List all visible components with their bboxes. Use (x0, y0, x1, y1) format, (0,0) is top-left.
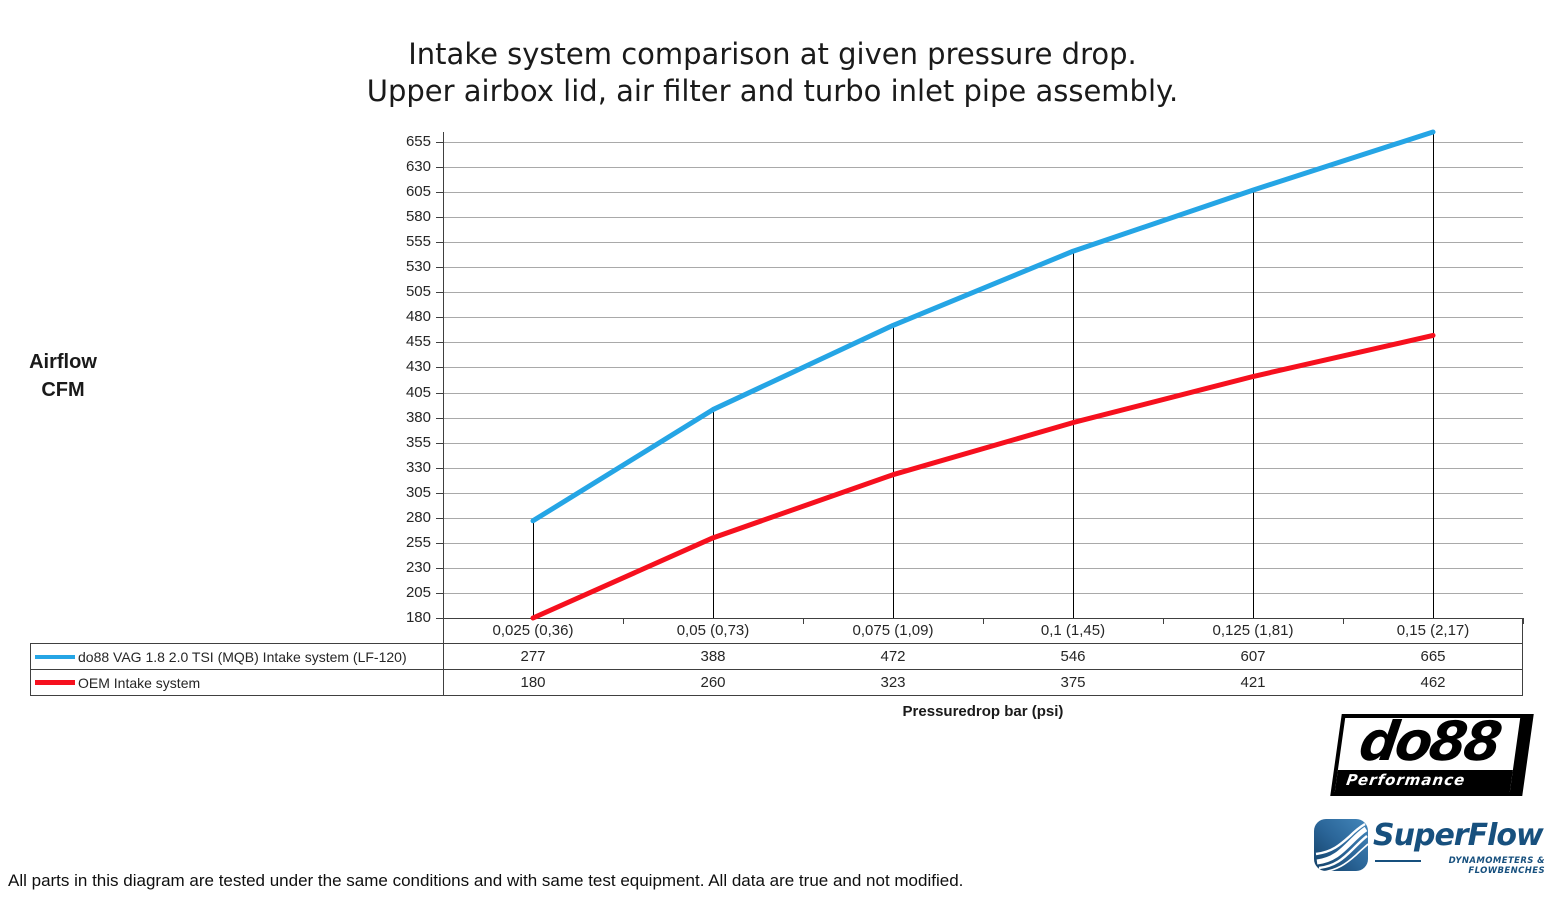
y-tick-label: 205 (405, 584, 431, 601)
x-category-label: 0,1 (1,45) (1040, 622, 1106, 639)
table-cell: 388 (700, 648, 726, 665)
legend-row-do88: do88 VAG 1.8 2.0 TSI (MQB) Intake system… (31, 644, 442, 669)
table-cell: 462 (1420, 674, 1446, 691)
table-cell: 180 (520, 674, 546, 691)
y-tick-label: 255 (405, 534, 431, 551)
y-tick-label: 230 (405, 559, 431, 576)
y-tick-label: 355 (405, 434, 431, 451)
table-cell: 277 (520, 648, 546, 665)
x-category-label: 0,15 (2,17) (1396, 622, 1470, 639)
table-border-top (30, 643, 1523, 644)
superflow-tagline: DYNAMOMETERS & FLOWBENCHES (1448, 856, 1545, 876)
x-category-label: 0,025 (0,36) (492, 622, 574, 639)
table-border-bottom (30, 695, 1523, 696)
table-cell: 607 (1240, 648, 1266, 665)
y-tick-label: 330 (405, 459, 431, 476)
y-axis-title: Airflow CFM (2, 348, 124, 404)
do88-logo: do88 Performance (1330, 710, 1534, 796)
chart-title-line2: Upper airbox lid, air filter and turbo i… (366, 74, 1179, 108)
y-tick-label: 605 (405, 183, 431, 200)
y-tick-label: 580 (405, 208, 431, 225)
series-line-oem (530, 332, 1436, 621)
series-line-do88 (530, 129, 1436, 524)
y-tick-label: 180 (405, 609, 431, 626)
legend-key-oem (35, 680, 75, 685)
legend-label: OEM Intake system (78, 674, 201, 691)
do88-logo-tagline: Performance (1345, 771, 1467, 789)
table-border-left (30, 643, 31, 696)
table-cell: 546 (1060, 648, 1086, 665)
table-border-right (1522, 618, 1523, 696)
table-border-mid (30, 669, 1523, 670)
table-cell: 375 (1060, 674, 1086, 691)
chart-title: Intake system comparison at given pressu… (0, 36, 1545, 110)
y-tick-label: 630 (405, 158, 431, 175)
table-cell: 665 (1420, 648, 1446, 665)
table-cell: 260 (700, 674, 726, 691)
superflow-wordmark: SuperFlow (1373, 818, 1544, 853)
y-tick-label: 280 (405, 509, 431, 526)
superflow-tile-icon (1314, 819, 1369, 873)
y-tick-label: 655 (405, 133, 431, 150)
legend-key-do88 (35, 654, 75, 659)
y-tick-label: 405 (405, 384, 431, 401)
table-cell: 323 (880, 674, 906, 691)
do88-logo-wordmark: do88 (1355, 710, 1504, 773)
chart-title-line1: Intake system comparison at given pressu… (408, 37, 1137, 71)
footer-disclaimer: All parts in this diagram are tested und… (8, 871, 964, 890)
superflow-logo: SuperFlow DYNAMOMETERS & FLOWBENCHES (1313, 816, 1545, 876)
x-category-label: 0,05 (0,73) (676, 622, 750, 639)
y-axis-title-line1: Airflow (29, 351, 97, 373)
y-axis-title-line2: CFM (41, 379, 85, 401)
table-border-divider (443, 618, 444, 696)
y-tick-label: 380 (405, 409, 431, 426)
y-tick-label: 480 (405, 308, 431, 325)
y-tick-label: 555 (405, 233, 431, 250)
y-tick-label: 430 (405, 358, 431, 375)
legend-row-oem: OEM Intake system (31, 670, 442, 695)
legend-label: do88 VAG 1.8 2.0 TSI (MQB) Intake system… (78, 648, 407, 665)
superflow-underline (1375, 860, 1421, 862)
x-axis-title: Pressuredrop bar (psi) (902, 703, 1064, 720)
y-tick-label: 505 (405, 283, 431, 300)
x-category-label: 0,125 (1,81) (1212, 622, 1294, 639)
y-tick-label: 455 (405, 333, 431, 350)
x-category-label: 0,075 (1,09) (852, 622, 934, 639)
table-cell: 421 (1240, 674, 1266, 691)
y-tick-label: 305 (405, 484, 431, 501)
table-cell: 472 (880, 648, 906, 665)
do88-logo-bar: Performance (1334, 770, 1513, 792)
y-tick-label: 530 (405, 258, 431, 275)
